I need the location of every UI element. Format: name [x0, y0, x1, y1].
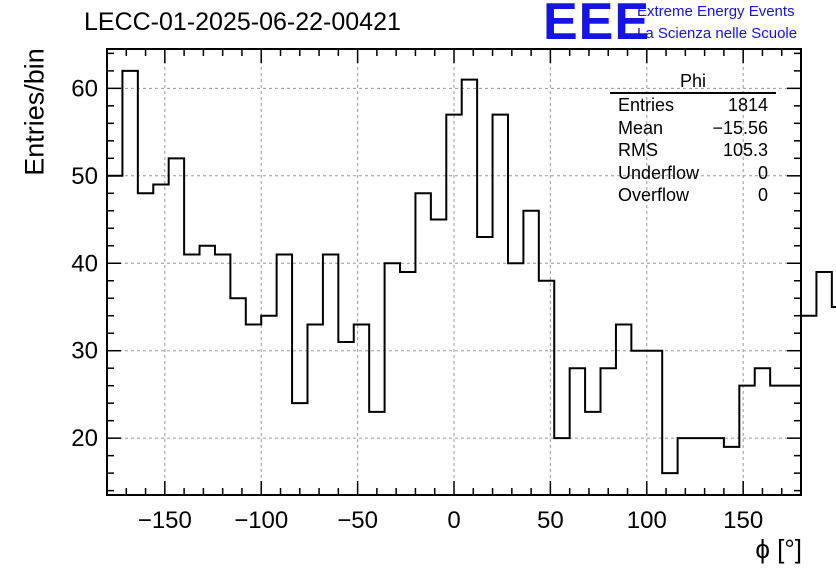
stats-label: Entries	[618, 95, 675, 115]
stats-row-overflow: Overflow 0	[610, 184, 776, 207]
stats-value: 1814	[727, 95, 768, 115]
stats-row-underflow: Underflow 0	[610, 162, 776, 185]
x-tick-label: −50	[337, 507, 378, 534]
x-tick-label: −100	[234, 507, 288, 534]
stats-value: −15.56	[712, 117, 768, 138]
x-tick-label: −150	[138, 507, 192, 534]
stats-label: Overflow	[618, 185, 690, 205]
y-tick-label: 60	[71, 75, 98, 102]
y-axis-label: Entries/bin	[19, 48, 50, 176]
x-tick-label: 100	[627, 507, 667, 534]
x-tick-label: 0	[447, 507, 460, 534]
logo-line-2: La Scienza nelle Scuole	[637, 25, 798, 42]
histogram-title: LECC-01-2025-06-22-00421	[84, 8, 401, 36]
x-axis-label: ϕ [°]	[755, 534, 802, 564]
stats-label: Mean	[618, 117, 664, 138]
axis-ticks	[106, 49, 802, 495]
stats-title: Phi	[610, 70, 776, 94]
stats-box: Phi Entries 1814 Mean −15.56 RMS 105.3 U…	[610, 70, 776, 207]
stats-value: 0	[757, 185, 768, 205]
y-tick-label: 30	[71, 338, 98, 365]
y-tick-label: 40	[71, 250, 98, 277]
eee-logo: EEE	[543, 0, 651, 51]
stats-value: 0	[757, 162, 768, 183]
histogram-line	[107, 69, 836, 475]
stats-value: 105.3	[722, 140, 768, 160]
logo-line-1: Extreme Energy Events	[637, 3, 795, 20]
stats-row-entries: Entries 1814	[610, 94, 776, 117]
stats-row-rms: RMS 105.3	[610, 139, 776, 162]
y-tick-label: 20	[71, 425, 98, 452]
stats-row-mean: Mean −15.56	[610, 117, 776, 140]
stats-label: Underflow	[618, 162, 700, 183]
x-tick-label: 50	[537, 507, 564, 534]
x-tick-label: 150	[723, 507, 763, 534]
stats-label: RMS	[618, 140, 658, 160]
y-tick-label: 50	[71, 163, 98, 190]
tick-labels: −150 −100 −50 0 50 100 150 20 30 40 50 60	[71, 75, 763, 534]
